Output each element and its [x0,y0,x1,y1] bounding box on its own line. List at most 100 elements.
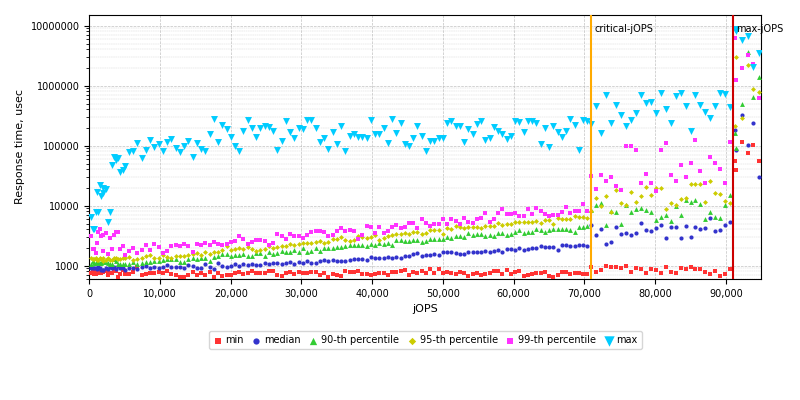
min [398,266,411,273]
95-th percentile [347,236,360,243]
95-th percentile [112,256,125,263]
90-th percentile [522,229,534,236]
95-th percentile [148,255,161,262]
min [450,271,462,278]
min [407,268,420,275]
max [390,130,402,137]
min [131,264,144,270]
max [513,119,526,126]
min [318,270,330,276]
99-th percentile [88,246,101,252]
median [237,261,250,267]
99-th percentile [600,178,613,184]
min [90,266,103,273]
90-th percentile [242,253,254,259]
median [112,263,125,270]
99-th percentile [386,224,398,230]
90-th percentile [538,229,551,235]
min [246,268,258,274]
max [86,226,99,232]
min [103,270,116,276]
95-th percentile [279,243,292,250]
95-th percentile [454,224,466,230]
99-th percentile [97,248,110,254]
90-th percentile [736,101,749,107]
95-th percentile [645,192,658,198]
95-th percentile [322,239,334,246]
X-axis label: jOPS: jOPS [412,304,438,314]
99-th percentile [343,227,356,234]
max [679,102,692,109]
median [122,264,135,271]
90-th percentile [233,252,246,258]
99-th percentile [110,229,122,236]
99-th percentile [432,221,445,227]
max [450,123,462,130]
min [639,270,652,276]
min [250,270,262,276]
95-th percentile [487,222,500,229]
99-th percentile [148,240,161,247]
max [590,102,603,109]
max [310,124,322,131]
max [334,123,347,130]
90-th percentile [250,250,262,257]
median [487,248,500,254]
min [500,267,513,274]
95-th percentile [679,195,692,201]
min [271,272,284,278]
min [275,273,288,279]
min [112,274,125,280]
90-th percentile [466,232,479,238]
99-th percentile [203,242,216,248]
median [373,255,386,261]
95-th percentile [492,220,505,226]
90-th percentile [182,256,194,262]
median [224,263,237,269]
90-th percentile [360,242,373,249]
99-th percentile [585,172,598,179]
median [441,249,454,256]
95-th percentile [398,230,411,236]
min [386,268,398,275]
95-th percentile [122,254,135,260]
99-th percentile [394,224,407,231]
90-th percentile [398,238,411,244]
median [182,262,194,268]
90-th percentile [577,224,590,231]
95-th percentile [95,256,108,262]
99-th percentile [86,246,99,252]
Legend: min, median, 90-th percentile, 95-th percentile, 99-th percentile, max: min, median, 90-th percentile, 95-th per… [209,331,642,349]
90-th percentile [526,229,538,236]
90-th percentile [564,227,577,233]
min [352,268,365,274]
max [555,134,568,140]
99-th percentile [314,228,326,234]
90-th percentile [97,259,110,266]
99-th percentile [347,228,360,234]
min [555,269,568,276]
99-th percentile [190,241,203,247]
max [454,123,466,130]
max [369,131,382,137]
max [271,147,284,154]
median [279,260,292,266]
median [509,247,522,253]
95-th percentile [664,200,677,206]
median [730,147,743,154]
min [753,158,766,164]
99-th percentile [212,240,225,247]
min [560,269,573,275]
99-th percentile [330,228,343,234]
min [95,269,108,276]
90-th percentile [292,249,305,255]
min [709,268,722,274]
max [577,116,590,123]
min [634,266,647,272]
median [551,246,564,253]
90-th percentile [254,250,267,256]
min [645,265,658,272]
min [394,268,407,274]
max [112,154,125,161]
90-th percentile [437,236,450,242]
